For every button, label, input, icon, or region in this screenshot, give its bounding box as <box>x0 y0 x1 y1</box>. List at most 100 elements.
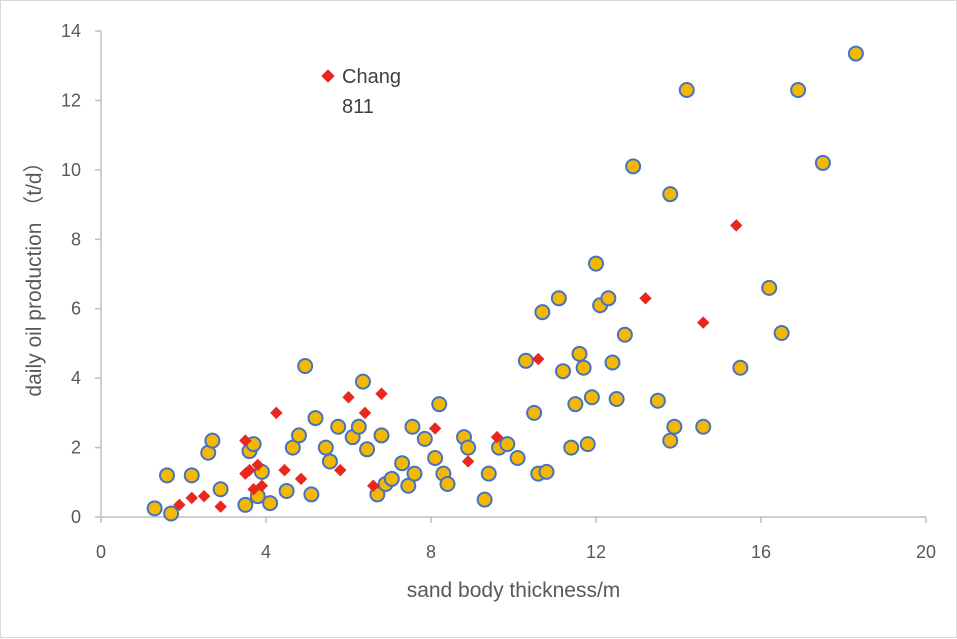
diamond-data-point <box>697 316 710 329</box>
circle-data-point <box>321 453 338 470</box>
circle-data-point <box>350 418 367 435</box>
circle-data-point <box>159 467 175 484</box>
circle-data-point <box>773 325 790 342</box>
circle-data-point <box>600 290 617 307</box>
x-tick-label: 4 <box>261 542 271 562</box>
diamond-data-point <box>334 463 347 477</box>
circle-data-point <box>649 392 666 409</box>
circle-data-point <box>354 373 371 390</box>
circle-data-point <box>439 476 456 493</box>
y-tick-label: 8 <box>71 229 81 249</box>
circle-data-point <box>183 467 200 484</box>
x-axis-title: sand body thickness/m <box>407 579 621 602</box>
circle-data-point <box>262 495 279 512</box>
circle-data-point <box>695 418 712 435</box>
axes <box>100 31 926 518</box>
circle-data-point <box>847 45 864 62</box>
diamond-data-point <box>278 463 291 477</box>
legend-label-line-1: Chang <box>342 66 401 88</box>
circle-data-point <box>579 436 596 453</box>
circle-data-point <box>383 470 400 487</box>
x-tick-label: 16 <box>751 542 771 562</box>
diamond-data-point <box>185 491 198 505</box>
y-tick-label: 14 <box>61 21 81 41</box>
circle-data-point <box>662 432 679 449</box>
diamond-data-point <box>243 463 256 477</box>
circle-data-point <box>460 439 477 456</box>
diamond-data-point <box>173 498 186 512</box>
circle-data-point <box>563 439 580 456</box>
circle-data-point <box>583 389 600 406</box>
diamond-data-point <box>270 406 283 420</box>
circle-data-point <box>406 465 423 482</box>
circle-data-point <box>666 418 683 435</box>
circle-data-point <box>761 279 778 296</box>
circle-data-point <box>284 439 301 456</box>
y-tick-label: 0 <box>71 507 81 527</box>
circle-data-point <box>555 363 571 380</box>
legend-label-line-2: 811 <box>342 96 374 118</box>
circle-data-point <box>400 477 417 494</box>
y-tick-label: 2 <box>71 438 81 458</box>
circle-data-point <box>373 427 390 444</box>
circle-data-point <box>212 481 229 498</box>
diamond-data-point <box>532 352 545 366</box>
circle-data-point <box>291 427 307 444</box>
circle-data-point <box>604 354 621 371</box>
circle-data-point <box>625 158 642 175</box>
circle-data-point <box>588 255 604 272</box>
diamond-data-point <box>375 387 388 400</box>
circle-data-point <box>163 505 180 522</box>
diamond-data-point <box>247 483 260 496</box>
circle-data-point <box>404 418 421 435</box>
x-tick-label: 20 <box>916 542 936 562</box>
circle-data-point <box>237 496 254 513</box>
circle-data-point <box>330 418 347 435</box>
circle-data-point <box>416 430 433 447</box>
diamond-data-point <box>239 434 252 447</box>
y-tick-labels: 0 2 4 6 8 10 12 14 <box>61 21 101 527</box>
circle-data-point <box>476 491 493 508</box>
y-tick-label: 10 <box>61 160 81 180</box>
circle-data-point <box>499 436 516 453</box>
circle-data-point <box>146 500 163 517</box>
legend: Chang 811 <box>321 66 401 118</box>
circle-data-point <box>278 482 295 499</box>
circle-data-point <box>427 449 444 466</box>
x-tick-labels: 0 4 8 12 16 20 <box>96 517 936 562</box>
diamond-data-point <box>730 219 743 232</box>
circle-data-point <box>394 455 411 472</box>
circle-data-point <box>567 396 584 413</box>
diamond-data-point <box>197 489 211 503</box>
circle-data-point <box>616 326 633 343</box>
diamond-data-point <box>342 391 355 404</box>
circle-data-point <box>550 290 567 307</box>
circle-data-point <box>297 357 314 374</box>
circle-data-point <box>678 82 695 99</box>
diamond-data-point <box>251 458 264 472</box>
y-tick-label: 4 <box>71 368 81 388</box>
data-points <box>146 45 864 522</box>
circle-data-point <box>571 345 588 362</box>
circle-data-point <box>534 304 551 321</box>
x-tick-label: 12 <box>586 542 606 562</box>
y-axis-title: daily oil production （t/d） <box>23 151 46 396</box>
circle-data-point <box>204 432 221 449</box>
circle-data-point <box>317 439 334 456</box>
circle-data-point <box>303 486 320 503</box>
diamond-data-point <box>255 479 269 492</box>
diamond-data-point <box>294 472 308 486</box>
x-tick-label: 0 <box>96 542 106 562</box>
diamond-data-point <box>490 430 504 444</box>
circle-data-point <box>480 465 497 482</box>
diamond-data-point <box>428 422 442 435</box>
x-tick-label: 8 <box>426 542 436 562</box>
circle-data-point <box>790 82 807 99</box>
diamond-data-point <box>358 406 372 420</box>
circle-data-point <box>575 359 592 376</box>
diamond-data-point <box>461 455 475 468</box>
circle-data-point <box>662 186 679 203</box>
y-tick-label: 12 <box>61 90 81 110</box>
